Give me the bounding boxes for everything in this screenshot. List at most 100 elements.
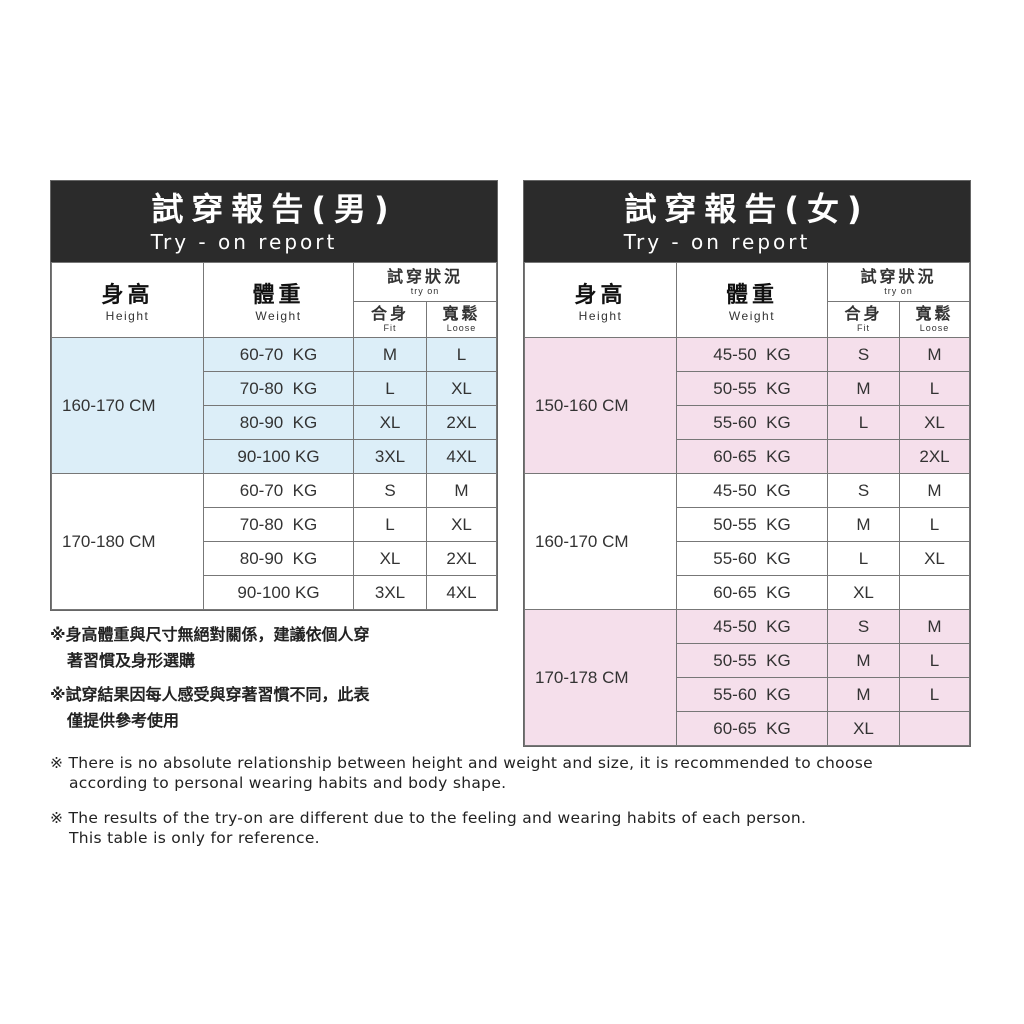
loose-size-cell: L (426, 337, 497, 372)
height-header-zh: 身高 (574, 282, 627, 307)
try-on-header-en: try on (410, 285, 440, 296)
weight-range-cell: 60-70 KG (203, 473, 354, 508)
note-en-1: ※ There is no absolute relationship betw… (50, 753, 873, 793)
fit-size-cell: M (827, 643, 900, 678)
weight-range-cell: 50-55 KG (676, 507, 828, 542)
men-try-on-table: 試穿報告(男) Try - on report 身高 Height 體重 Weight… (50, 180, 498, 611)
weight-range-cell: 80-90 KG (203, 541, 354, 576)
table-row: 160-170 CM 60-70 KG M L (51, 337, 497, 474)
loose-header-zh: 寬鬆 (442, 306, 481, 323)
loose-size-cell: M (426, 473, 497, 508)
weight-range-cell: 55-60 KG (676, 405, 828, 440)
loose-size-cell: M (899, 337, 970, 372)
weight-range-cell: 45-50 KG (676, 473, 828, 508)
loose-header-zh: 寬鬆 (915, 306, 954, 323)
note-zh-2-cont: 僅提供參考使用 (67, 711, 180, 730)
weight-header-en: Weight (728, 309, 776, 323)
fit-header-en: Fit (857, 323, 870, 333)
loose-size-cell: XL (899, 541, 970, 576)
weight-range-cell: 45-50 KG (676, 337, 828, 372)
fit-size-cell: XL (827, 575, 900, 610)
height-range-cell: 160-170 CM (524, 473, 677, 610)
height-range-cell: 150-160 CM (524, 337, 677, 474)
loose-size-cell (899, 711, 970, 746)
weight-range-cell: 60-65 KG (676, 575, 828, 610)
height-header-zh: 身高 (101, 282, 154, 307)
weight-range-cell: 60-65 KG (676, 711, 828, 746)
loose-size-cell: 2XL (426, 405, 497, 440)
loose-size-cell: 2XL (899, 439, 970, 474)
note-en-2-line2: This table is only for reference. (69, 829, 320, 847)
weight-range-cell: 90-100 KG (203, 575, 354, 610)
table-row: 170-178 CM 45-50 KG S M (524, 609, 970, 746)
fit-header-zh: 合身 (844, 306, 883, 323)
men-table-header: 試穿報告(男) Try - on report (51, 181, 497, 262)
loose-size-cell: XL (426, 371, 497, 406)
try-on-header: 試穿狀況 try on (827, 262, 970, 302)
fit-size-cell: M (353, 337, 427, 372)
loose-header-en: Loose (446, 323, 477, 333)
men-title: 試穿報告(男) (151, 190, 397, 228)
try-on-header-zh: 試穿狀況 (386, 268, 463, 286)
fit-size-cell: M (827, 371, 900, 406)
fit-size-cell: XL (353, 405, 427, 440)
note-zh-2: ※試穿結果因每人感受與穿著習慣不同，此表 (50, 685, 370, 704)
weight-range-cell: 50-55 KG (676, 643, 828, 678)
fit-size-cell: XL (827, 711, 900, 746)
women-size-table: 身高 Height 體重 Weight 試穿狀況 try on 合身 Fit 寬鬆 Loose 15… (524, 262, 970, 746)
loose-size-cell: 4XL (426, 439, 497, 474)
table-row: 55-60 KG L XL (524, 405, 970, 440)
loose-size-cell: M (899, 473, 970, 508)
weight-header: 體重 Weight (676, 262, 828, 338)
fit-header-zh: 合身 (370, 306, 409, 323)
loose-size-cell: M (899, 609, 970, 644)
column-header-row: 身高 Height 體重 Weight 試穿狀況 try on (524, 262, 970, 338)
fit-header: 合身 Fit (827, 301, 900, 338)
try-on-header-en: try on (884, 285, 913, 296)
loose-size-cell (899, 575, 970, 610)
women-subtitle: Try - on report (623, 230, 811, 254)
women-title: 試穿報告(女) (624, 190, 870, 228)
height-range-cell: 160-170 CM (51, 337, 204, 474)
loose-size-cell: XL (899, 405, 970, 440)
fit-header-en: Fit (383, 323, 397, 333)
loose-header-en: Loose (919, 323, 950, 333)
table-row: 90-100 KG 3XL 4XL (52, 575, 497, 610)
men-size-table: 身高 Height 體重 Weight 試穿狀況 try on 合身 Fit 寬鬆 Loose 16… (51, 262, 497, 610)
men-subtitle: Try - on report (150, 230, 338, 254)
height-header-en: Height (578, 309, 623, 323)
table-row: 50-55 KG M L (525, 507, 970, 542)
loose-size-cell: L (899, 371, 970, 406)
height-header-en: Height (105, 309, 150, 323)
table-row: 80-90 KG XL 2XL (52, 541, 497, 576)
height-header: 身高 Height (51, 262, 204, 338)
weight-header-zh: 體重 (252, 282, 305, 307)
table-row: 60-65 KG XL (525, 575, 970, 610)
fit-size-cell: L (827, 405, 900, 440)
height-header: 身高 Height (524, 262, 677, 338)
note-zh-1: ※身高體重與尺寸無絕對關係，建議依個人穿 (50, 625, 370, 644)
loose-size-cell: L (899, 507, 970, 542)
table-row: 150-160 CM 45-50 KG S M (524, 337, 970, 474)
weight-header-zh: 體重 (725, 282, 778, 307)
women-table-header: 試穿報告(女) Try - on report (524, 181, 970, 262)
fit-size-cell: 3XL (353, 575, 427, 610)
weight-header-en: Weight (255, 309, 302, 323)
weight-range-cell: 55-60 KG (676, 677, 828, 712)
height-range-cell: 170-178 CM (524, 609, 677, 746)
note-en-2-line1: ※ The results of the try-on are differen… (50, 809, 807, 827)
fit-size-cell: S (827, 609, 900, 644)
weight-range-cell: 60-65 KG (676, 439, 828, 474)
loose-size-cell: L (899, 677, 970, 712)
loose-size-cell: 2XL (426, 541, 497, 576)
note-en-2: ※ The results of the try-on are differen… (50, 808, 806, 848)
women-try-on-table: 試穿報告(女) Try - on report 身高 Height 體重 Weight… (523, 180, 971, 747)
table-row: 160-170 CM 45-50 KG S M (524, 473, 970, 610)
loose-size-cell: L (899, 643, 970, 678)
fit-size-cell (827, 439, 900, 474)
fit-size-cell: L (353, 507, 427, 542)
weight-range-cell: 70-80 KG (203, 371, 354, 406)
table-row: 70-80 KG L XL (52, 507, 497, 542)
fit-size-cell: S (353, 473, 427, 508)
note-en-1-line1: ※ There is no absolute relationship betw… (50, 754, 873, 772)
